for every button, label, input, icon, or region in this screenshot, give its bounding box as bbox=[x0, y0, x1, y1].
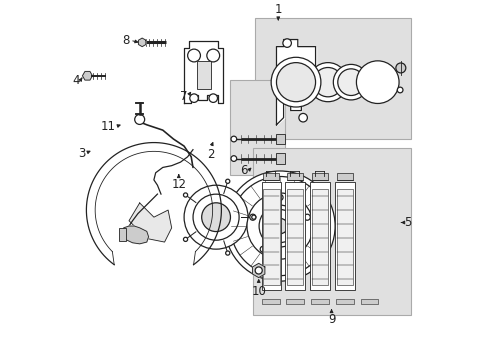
Text: 2: 2 bbox=[206, 148, 214, 161]
Circle shape bbox=[395, 63, 405, 73]
Bar bbox=[360, 298, 378, 304]
Bar bbox=[230, 80, 285, 175]
Polygon shape bbox=[276, 40, 315, 125]
Circle shape bbox=[225, 179, 229, 183]
Bar bbox=[336, 174, 352, 180]
Bar bbox=[196, 61, 210, 89]
Bar bbox=[286, 174, 303, 180]
Circle shape bbox=[225, 251, 229, 255]
Circle shape bbox=[259, 205, 300, 247]
Circle shape bbox=[263, 210, 296, 243]
Circle shape bbox=[396, 87, 402, 93]
Polygon shape bbox=[82, 71, 92, 80]
Text: 6: 6 bbox=[240, 165, 247, 177]
Circle shape bbox=[230, 176, 329, 276]
Circle shape bbox=[183, 237, 187, 242]
Text: 9: 9 bbox=[327, 313, 335, 326]
Bar bbox=[286, 189, 303, 285]
Bar bbox=[334, 182, 354, 290]
Bar bbox=[119, 228, 125, 241]
Circle shape bbox=[201, 203, 230, 231]
Text: 5: 5 bbox=[404, 216, 411, 229]
Bar bbox=[261, 182, 281, 290]
Circle shape bbox=[308, 63, 347, 102]
Polygon shape bbox=[252, 264, 264, 278]
Circle shape bbox=[251, 215, 255, 219]
Bar bbox=[336, 189, 352, 285]
Text: 1: 1 bbox=[274, 4, 282, 17]
Bar bbox=[335, 298, 353, 304]
Bar bbox=[276, 134, 285, 144]
Bar bbox=[276, 153, 285, 164]
Polygon shape bbox=[86, 143, 221, 265]
Circle shape bbox=[298, 113, 307, 122]
Circle shape bbox=[276, 194, 283, 201]
Circle shape bbox=[246, 193, 312, 259]
Circle shape bbox=[206, 49, 219, 62]
Bar bbox=[262, 298, 280, 304]
Circle shape bbox=[260, 246, 265, 252]
Circle shape bbox=[255, 267, 262, 274]
Circle shape bbox=[189, 94, 198, 102]
Polygon shape bbox=[138, 38, 145, 47]
Bar bbox=[263, 174, 279, 180]
Bar bbox=[311, 189, 327, 285]
Circle shape bbox=[224, 171, 334, 281]
Bar bbox=[255, 18, 411, 139]
Circle shape bbox=[282, 39, 291, 48]
Text: 11: 11 bbox=[101, 120, 116, 133]
Text: 7: 7 bbox=[180, 90, 187, 103]
Circle shape bbox=[333, 64, 368, 100]
Circle shape bbox=[134, 114, 144, 125]
Circle shape bbox=[293, 246, 299, 252]
Bar bbox=[285, 298, 303, 304]
Text: 10: 10 bbox=[251, 285, 265, 298]
Polygon shape bbox=[183, 41, 223, 103]
Circle shape bbox=[276, 63, 315, 102]
Text: 4: 4 bbox=[73, 74, 80, 87]
Polygon shape bbox=[123, 226, 148, 244]
Text: 3: 3 bbox=[78, 147, 85, 160]
Circle shape bbox=[193, 194, 239, 240]
Circle shape bbox=[272, 219, 287, 234]
Circle shape bbox=[187, 49, 200, 62]
Bar bbox=[309, 182, 329, 290]
Bar bbox=[311, 174, 327, 180]
Circle shape bbox=[304, 214, 310, 220]
Polygon shape bbox=[129, 203, 171, 242]
Circle shape bbox=[313, 68, 342, 97]
Circle shape bbox=[183, 185, 247, 249]
Bar bbox=[310, 298, 328, 304]
Text: 12: 12 bbox=[171, 178, 186, 191]
Bar bbox=[253, 148, 411, 315]
Circle shape bbox=[356, 61, 398, 103]
Bar bbox=[285, 182, 305, 290]
Circle shape bbox=[249, 214, 255, 220]
Text: 8: 8 bbox=[122, 34, 130, 47]
Circle shape bbox=[270, 57, 320, 107]
Circle shape bbox=[230, 136, 236, 142]
Circle shape bbox=[337, 69, 364, 95]
Circle shape bbox=[230, 156, 236, 161]
Circle shape bbox=[183, 193, 187, 197]
Circle shape bbox=[208, 94, 217, 102]
Bar bbox=[263, 189, 279, 285]
